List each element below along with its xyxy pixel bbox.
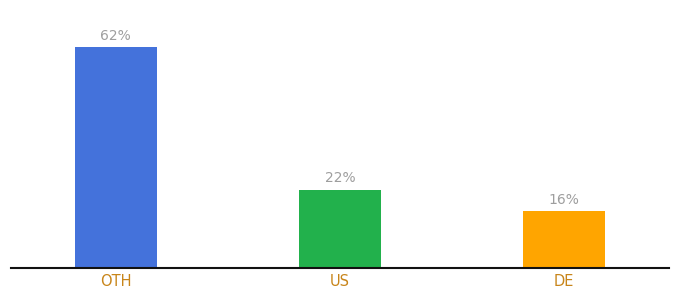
Text: 16%: 16%: [549, 193, 579, 207]
Bar: [299, 190, 381, 268]
Text: 62%: 62%: [101, 28, 131, 43]
Bar: [75, 47, 157, 268]
Bar: [523, 211, 605, 268]
Text: 22%: 22%: [324, 172, 356, 185]
